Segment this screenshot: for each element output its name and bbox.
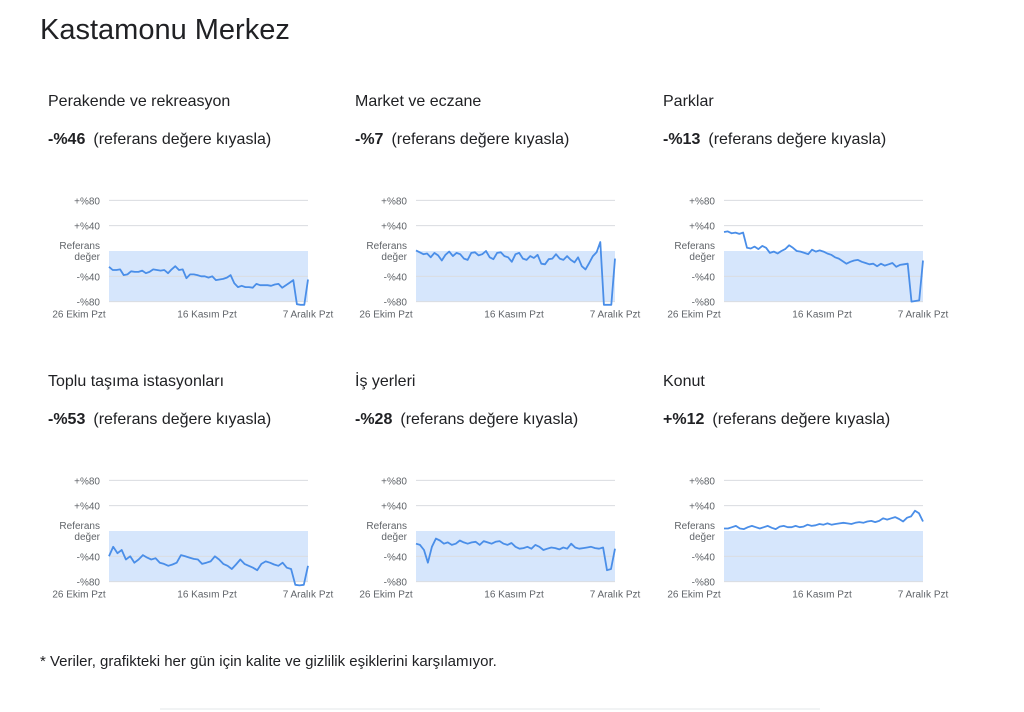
series-line <box>415 537 616 572</box>
comparison-suffix: (referans değere kıyasla) <box>712 411 891 428</box>
x-tick-label: 7 Aralık Pzt <box>283 590 334 601</box>
y-tick-label: +%40 <box>74 502 100 513</box>
x-tick-label: 7 Aralık Pzt <box>590 310 641 321</box>
y-tick-label: değer <box>381 532 407 543</box>
y-tick-label: -%40 <box>692 272 716 283</box>
panel-title: Market ve eczane <box>355 93 482 110</box>
series-line <box>108 265 309 306</box>
y-tick-label: +%80 <box>381 476 407 487</box>
y-tick-label: -%80 <box>692 298 716 309</box>
y-tick-label: Referans <box>59 241 100 252</box>
panel-value: -%13 (referans değere kıyasla) <box>663 131 887 148</box>
y-tick-label: değer <box>74 532 100 543</box>
y-tick-label: Referans <box>59 521 100 532</box>
panel-retail: Perakende ve rekreasyon -%46 (referans de… <box>40 93 340 333</box>
panel-workplaces: İş yerleri -%28 (referans değere kıyasla)… <box>347 373 647 613</box>
y-tick-label: +%40 <box>381 222 407 233</box>
page-title: Kastamonu Merkez <box>40 14 290 46</box>
comparison-suffix: (referans değere kıyasla) <box>93 131 272 148</box>
x-tick-label: 26 Ekim Pzt <box>667 590 721 601</box>
series-line <box>724 509 924 531</box>
panel-title: Konut <box>663 373 705 390</box>
comparison-suffix: (referans değere kıyasla) <box>708 131 887 148</box>
y-tick-label: Referans <box>366 521 407 532</box>
y-tick-label: Referans <box>674 521 715 532</box>
panel-value: -%46 (referans değere kıyasla) <box>48 131 272 148</box>
x-tick-label: 7 Aralık Pzt <box>898 310 949 321</box>
y-tick-label: -%40 <box>77 552 101 563</box>
y-tick-label: -%40 <box>692 552 716 563</box>
series-line <box>723 230 924 303</box>
x-tick-label: 7 Aralık Pzt <box>898 590 949 601</box>
panel-residential: Konut +%12 (referans değere kıyasla) +%80… <box>655 373 955 613</box>
x-tick-label: 26 Ekim Pzt <box>359 590 413 601</box>
y-tick-label: +%80 <box>689 476 715 487</box>
x-tick-label: 26 Ekim Pzt <box>52 590 106 601</box>
comparison-suffix: (referans değere kıyasla) <box>93 411 272 428</box>
x-tick-label: 16 Kasım Pzt <box>792 310 852 321</box>
series-line <box>415 241 616 306</box>
y-tick-label: Referans <box>366 241 407 252</box>
panel-transit: Toplu taşıma istasyonları -%53 (referans … <box>40 373 340 613</box>
y-tick-label: -%80 <box>77 578 101 589</box>
panel-value: -%7 (referans değere kıyasla) <box>355 131 570 148</box>
y-tick-label: -%80 <box>77 298 101 309</box>
panel-value: -%28 (referans değere kıyasla) <box>355 411 579 428</box>
x-tick-label: 16 Kasım Pzt <box>177 310 237 321</box>
y-tick-label: -%80 <box>384 578 408 589</box>
panel-title: Toplu taşıma istasyonları <box>48 373 225 390</box>
y-tick-label: +%40 <box>74 222 100 233</box>
y-tick-label: -%40 <box>384 272 408 283</box>
x-tick-label: 7 Aralık Pzt <box>283 310 334 321</box>
y-tick-label: +%40 <box>381 502 407 513</box>
y-tick-label: +%40 <box>689 502 715 513</box>
x-tick-label: 26 Ekim Pzt <box>359 310 413 321</box>
panel-parks: Parklar -%13 (referans değere kıyasla) +%… <box>655 93 955 333</box>
comparison-suffix: (referans değere kıyasla) <box>400 411 579 428</box>
x-tick-label: 16 Kasım Pzt <box>484 310 544 321</box>
series-line <box>108 545 309 587</box>
x-tick-label: 7 Aralık Pzt <box>590 590 641 601</box>
panel-title: Parklar <box>663 93 714 110</box>
x-tick-label: 26 Ekim Pzt <box>52 310 106 321</box>
y-tick-label: +%80 <box>381 196 407 207</box>
panel-title: İş yerleri <box>355 373 416 390</box>
y-tick-label: -%80 <box>384 298 408 309</box>
y-tick-label: -%40 <box>77 272 101 283</box>
y-tick-label: değer <box>689 532 715 543</box>
x-tick-label: 26 Ekim Pzt <box>667 310 721 321</box>
bottom-divider <box>160 708 820 710</box>
panel-value: +%12 (referans değere kıyasla) <box>663 411 891 428</box>
y-tick-label: +%80 <box>689 196 715 207</box>
x-tick-label: 16 Kasım Pzt <box>177 590 237 601</box>
panel-title: Perakende ve rekreasyon <box>48 93 231 110</box>
y-tick-label: +%80 <box>74 196 100 207</box>
y-tick-label: Referans <box>674 241 715 252</box>
x-tick-label: 16 Kasım Pzt <box>792 590 852 601</box>
y-tick-label: -%40 <box>384 552 408 563</box>
y-tick-label: değer <box>381 252 407 263</box>
y-tick-label: +%80 <box>74 476 100 487</box>
y-tick-label: değer <box>689 252 715 263</box>
panel-value: -%53 (referans değere kıyasla) <box>48 411 272 428</box>
y-tick-label: değer <box>74 252 100 263</box>
y-tick-label: -%80 <box>692 578 716 589</box>
y-tick-label: +%40 <box>689 222 715 233</box>
panel-grocery: Market ve eczane -%7 (referans değere kıy… <box>347 93 647 333</box>
x-tick-label: 16 Kasım Pzt <box>484 590 544 601</box>
footnote: * Veriler, grafikteki her gün için kalit… <box>40 653 497 670</box>
comparison-suffix: (referans değere kıyasla) <box>391 131 570 148</box>
